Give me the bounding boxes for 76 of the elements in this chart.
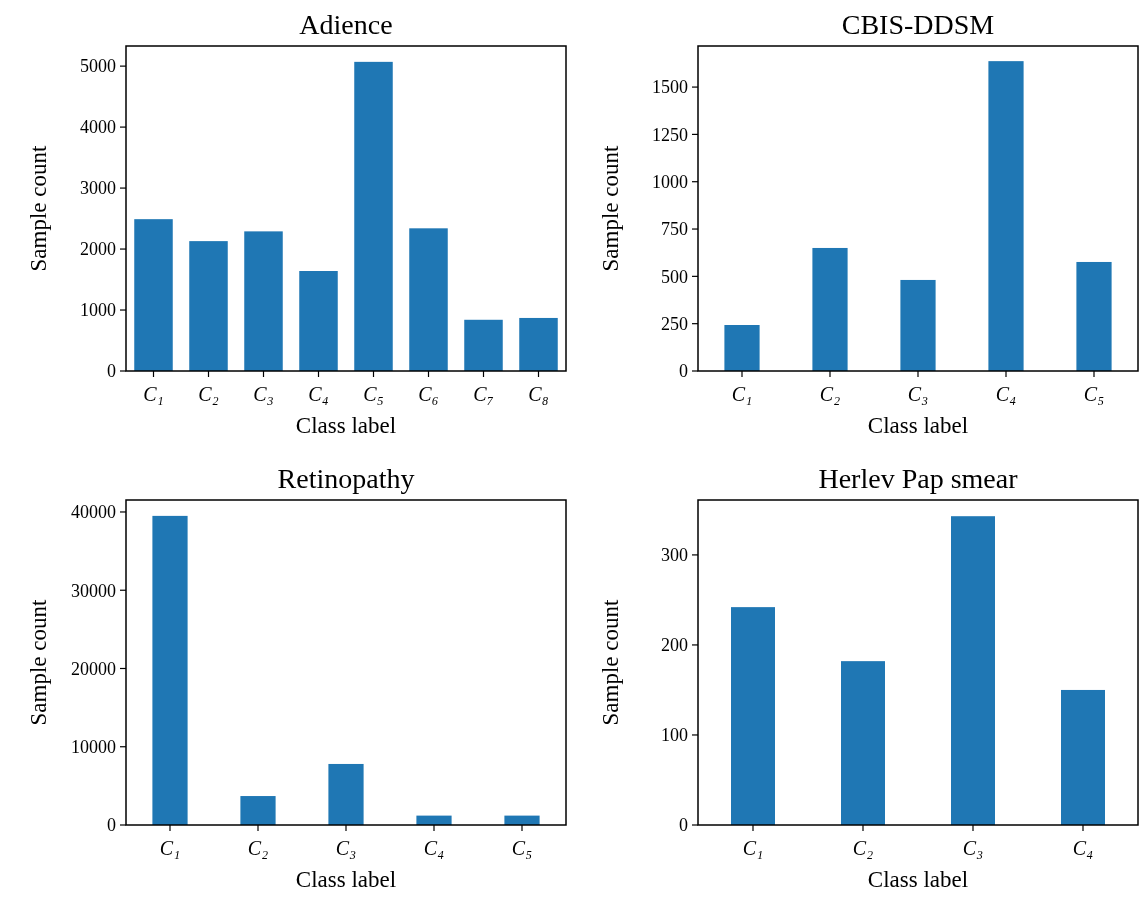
bar xyxy=(152,515,188,825)
bar xyxy=(240,796,276,825)
x-tick-label: C₄ xyxy=(995,383,1017,405)
y-tick-label: 30000 xyxy=(71,580,116,601)
y-tick-label: 4000 xyxy=(80,117,116,138)
y-tick-label: 0 xyxy=(679,815,688,836)
x-tick-label: C₂ xyxy=(852,837,874,859)
y-tick-label: 2000 xyxy=(80,239,116,260)
x-tick-label: C₁ xyxy=(742,837,764,859)
y-tick-label: 5000 xyxy=(80,56,116,77)
x-axis-title: Class label xyxy=(295,867,397,892)
bar xyxy=(841,661,885,825)
bar xyxy=(189,241,228,371)
bar xyxy=(1061,689,1105,825)
bar xyxy=(1076,261,1112,371)
y-tick-label: 0 xyxy=(107,815,116,836)
x-tick-label: C₆ xyxy=(418,383,439,405)
y-tick-label: 0 xyxy=(679,361,688,382)
bar xyxy=(244,231,283,371)
x-tick-label: C₃ xyxy=(335,837,357,859)
x-tick-label: C₈ xyxy=(528,383,549,405)
bar xyxy=(988,61,1024,371)
y-axis-title: Sample count xyxy=(26,144,51,272)
bar xyxy=(134,219,173,371)
bar xyxy=(354,61,393,371)
bar xyxy=(951,516,995,825)
x-tick-label: C₄ xyxy=(423,837,445,859)
y-tick-label: 10000 xyxy=(71,737,116,758)
bar xyxy=(812,247,848,371)
y-axis-title: Sample count xyxy=(26,598,51,726)
x-tick-label: C₅ xyxy=(511,837,533,859)
x-tick-label: C₃ xyxy=(253,383,274,405)
y-tick-label: 3000 xyxy=(80,178,116,199)
bar xyxy=(299,271,338,371)
y-tick-label: 40000 xyxy=(71,502,116,523)
x-axis-title: Class label xyxy=(867,413,969,438)
chart-title: Adience xyxy=(299,9,393,40)
x-tick-label: C₁ xyxy=(731,383,753,405)
y-axis-title: Sample count xyxy=(598,144,623,272)
x-tick-label: C₅ xyxy=(363,383,384,405)
y-tick-label: 750 xyxy=(661,219,688,240)
bar xyxy=(519,317,558,371)
y-tick-label: 300 xyxy=(661,545,688,566)
y-tick-label: 1000 xyxy=(80,300,116,321)
y-tick-label: 500 xyxy=(661,266,688,287)
x-axis-title: Class label xyxy=(867,867,969,892)
x-tick-label: C₄ xyxy=(308,383,329,405)
x-tick-label: C₄ xyxy=(1072,837,1094,859)
y-tick-label: 1000 xyxy=(652,172,688,193)
y-tick-label: 250 xyxy=(661,313,688,334)
x-tick-label: C₃ xyxy=(962,837,984,859)
y-tick-label: 20000 xyxy=(71,658,116,679)
y-tick-label: 200 xyxy=(661,635,688,656)
x-tick-label: C₃ xyxy=(907,383,929,405)
y-tick-label: 100 xyxy=(661,725,688,746)
chart-title: CBIS-DDSM xyxy=(841,9,995,40)
bar xyxy=(328,763,364,825)
bar xyxy=(731,607,775,825)
x-tick-label: C₅ xyxy=(1083,383,1105,405)
x-tick-label: C₂ xyxy=(247,837,269,859)
y-tick-label: 1500 xyxy=(652,77,688,98)
x-tick-label: C₂ xyxy=(819,383,841,405)
bar xyxy=(724,325,760,371)
y-axis-title: Sample count xyxy=(598,598,623,726)
x-axis-title: Class label xyxy=(295,413,397,438)
x-tick-label: C₇ xyxy=(473,383,494,405)
x-tick-label: C₂ xyxy=(198,383,219,405)
bar xyxy=(900,279,936,371)
bar xyxy=(464,319,503,371)
x-tick-label: C₁ xyxy=(159,837,181,859)
bar xyxy=(409,228,448,371)
x-tick-label: C₁ xyxy=(143,383,164,405)
y-tick-label: 0 xyxy=(107,361,116,382)
chart-title: Retinopathy xyxy=(277,463,415,494)
y-tick-label: 1250 xyxy=(652,124,688,145)
chart-title: Herlev Pap smear xyxy=(818,463,1019,494)
